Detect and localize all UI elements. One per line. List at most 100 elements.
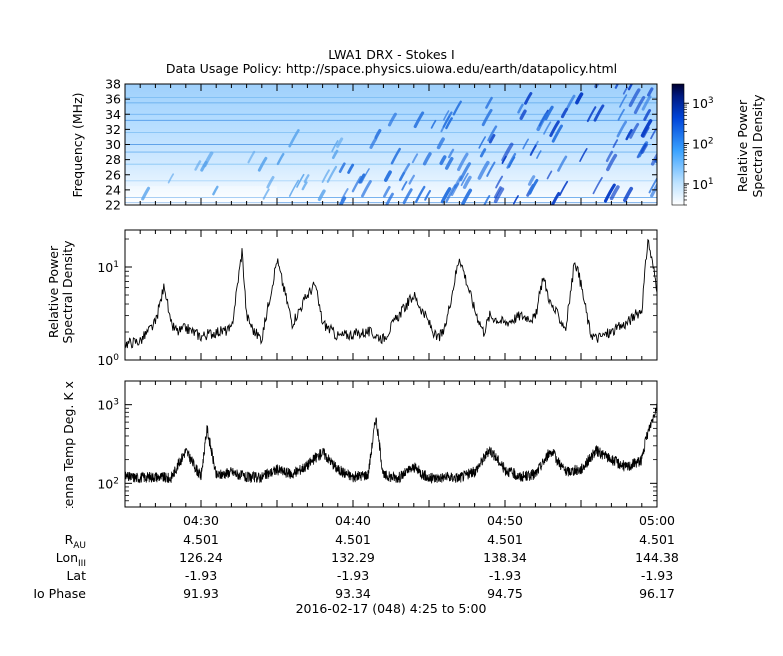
ephemeris-table: RAU 4.501 4.501 4.501 4.501 LonIII 126.24 132.2…	[33, 532, 679, 601]
spectrogram-emission-streak	[536, 112, 549, 132]
chart-subtitle: Data Usage Policy: http://space.physics.…	[165, 61, 618, 76]
y-tick-label-base: 10	[97, 260, 113, 275]
spectrogram-emission-streak	[609, 185, 620, 201]
y-tick-label: 100	[97, 353, 119, 368]
power-frame	[124, 229, 658, 361]
spectrogram-emission-streak	[493, 186, 502, 199]
spectrogram-emission-streak	[517, 103, 524, 114]
spectrogram-emission-streak	[383, 185, 391, 198]
y-tick-label-exp: 2	[113, 476, 119, 486]
spectrogram-emission-streak	[513, 195, 519, 205]
y-tick-label-exp: 3	[113, 398, 119, 408]
spectrogram-emission-streak	[575, 92, 584, 105]
spectrogram-emission-streak	[501, 142, 514, 162]
date-range-label: 2016-02-17 (048) 4:25 to 5:00	[296, 601, 487, 616]
ephemeris-value: -1.93	[337, 568, 369, 583]
spectrogram-y-tick-label: 38	[105, 77, 121, 92]
spectrogram-emission-streak	[485, 96, 493, 109]
spectrogram-emission-streak	[461, 188, 473, 205]
spectrogram-emission-streak	[522, 138, 529, 150]
spectrogram-emission-streak	[384, 170, 392, 182]
y-tick-label-base: 10	[97, 398, 113, 413]
ephemeris-row-label: LonIII	[56, 550, 86, 569]
ephemeris-value: -1.93	[185, 568, 217, 583]
ephemeris-value: -1.93	[641, 568, 673, 583]
ephemeris-value: 94.75	[487, 586, 523, 601]
y-tick-label: 102	[97, 476, 119, 491]
spectrogram-emission-streak	[643, 109, 652, 121]
spectrogram-emission-streak	[619, 94, 628, 108]
spectrogram-emission-streak	[212, 185, 219, 196]
spectrogram-emission-streak	[413, 111, 425, 129]
colorbar-label-line2: Spectral Density	[750, 94, 765, 198]
spectrogram-emission-streak	[558, 180, 569, 197]
spectrogram-emission-streak	[447, 148, 455, 159]
spectrogram-y-tick-label: 26	[105, 167, 121, 182]
spectrogram-emission-streak	[262, 188, 270, 200]
spectrogram-emission-streak	[625, 128, 633, 141]
spectrogram-emission-streak	[445, 117, 453, 130]
spectrogram-emission-streak	[629, 122, 640, 139]
spectrogram-emission-streak	[606, 153, 618, 172]
x-tick-label: 04:40	[335, 513, 371, 528]
spectrogram-emission-streak	[436, 137, 445, 150]
colorbar-tick-label: 101	[692, 177, 714, 192]
spectrogram-emission-streak	[614, 84, 619, 89]
spectrogram-emission-streak	[479, 148, 487, 158]
spectrogram-emission-streak	[445, 157, 454, 170]
y-tick-label-base: 10	[97, 476, 113, 491]
spectrogram-y-tick-label: 30	[105, 137, 121, 152]
spectrogram-emission-streak	[486, 161, 496, 177]
spectrogram-emission-streak	[141, 186, 151, 201]
ephemeris-row-label: Lat	[66, 568, 86, 583]
spectrogram-emission-streak	[623, 186, 634, 203]
spectrogram-emission-streak	[487, 125, 498, 142]
ephemeris-value: 4.501	[183, 532, 219, 547]
ephemeris-label-text: Lon	[56, 550, 78, 565]
x-axis-tick-labels: 04:30 04:40 04:50 05:00	[183, 513, 675, 528]
spectrogram-emission-streak	[408, 174, 415, 185]
spectrogram-emission-streak	[481, 108, 493, 127]
spectrogram-emission-streak	[402, 188, 413, 205]
spectrogram-emission-streak	[536, 150, 542, 159]
spectrogram-emission-streak	[566, 94, 576, 109]
spectrogram-emission-streak	[203, 151, 214, 168]
spectrogram-emission-streak	[301, 181, 308, 191]
antenna-frame	[124, 380, 658, 508]
spectrogram-emission-streak	[326, 165, 338, 183]
x-tick-label: 04:30	[183, 513, 219, 528]
spectrogram-y-tick-label: 34	[105, 107, 121, 122]
ephemeris-row-label: Io Phase	[33, 586, 86, 601]
y-tick-label: 103	[97, 398, 119, 413]
spectrogram-y-tick-label: 24	[105, 182, 121, 197]
spectrogram-emission-streak	[477, 160, 490, 180]
spectrogram-emission-streak	[478, 136, 486, 149]
spectrogram-emission-streak	[194, 160, 202, 171]
spectrogram-emission-streak	[296, 173, 305, 188]
colorbar-tick-label: 103	[692, 96, 714, 111]
spectrogram-emission-streak	[612, 139, 619, 148]
colorbar-tick-label-base: 10	[692, 96, 708, 111]
colorbar-gradient	[671, 83, 685, 206]
colorbar-tick-label: 102	[692, 137, 714, 152]
spectrogram-emission-streak	[592, 176, 603, 195]
spectrogram-features	[125, 84, 657, 205]
colorbar-label-line1: Relative Power	[735, 99, 750, 192]
spectrogram-y-label: Frequency (MHz)	[70, 92, 85, 197]
ephemeris-row-label: RAU	[65, 532, 86, 551]
spectrogram-emission-streak	[443, 110, 450, 121]
spectrogram-emission-streak	[331, 149, 339, 160]
spectrogram-emission-streak	[321, 169, 330, 183]
power-series-line	[125, 238, 657, 349]
spectrogram-emission-streak	[351, 175, 362, 193]
y-tick-label-exp: 0	[113, 353, 119, 363]
ephemeris-value: 132.29	[331, 550, 375, 565]
spectrogram-emission-streak	[445, 184, 457, 203]
ephemeris-label-sub: AU	[73, 541, 86, 551]
spectrogram-emission-streak	[462, 175, 472, 189]
spectrogram-emission-streak	[506, 152, 517, 169]
spectrogram-emission-streak	[390, 147, 401, 165]
